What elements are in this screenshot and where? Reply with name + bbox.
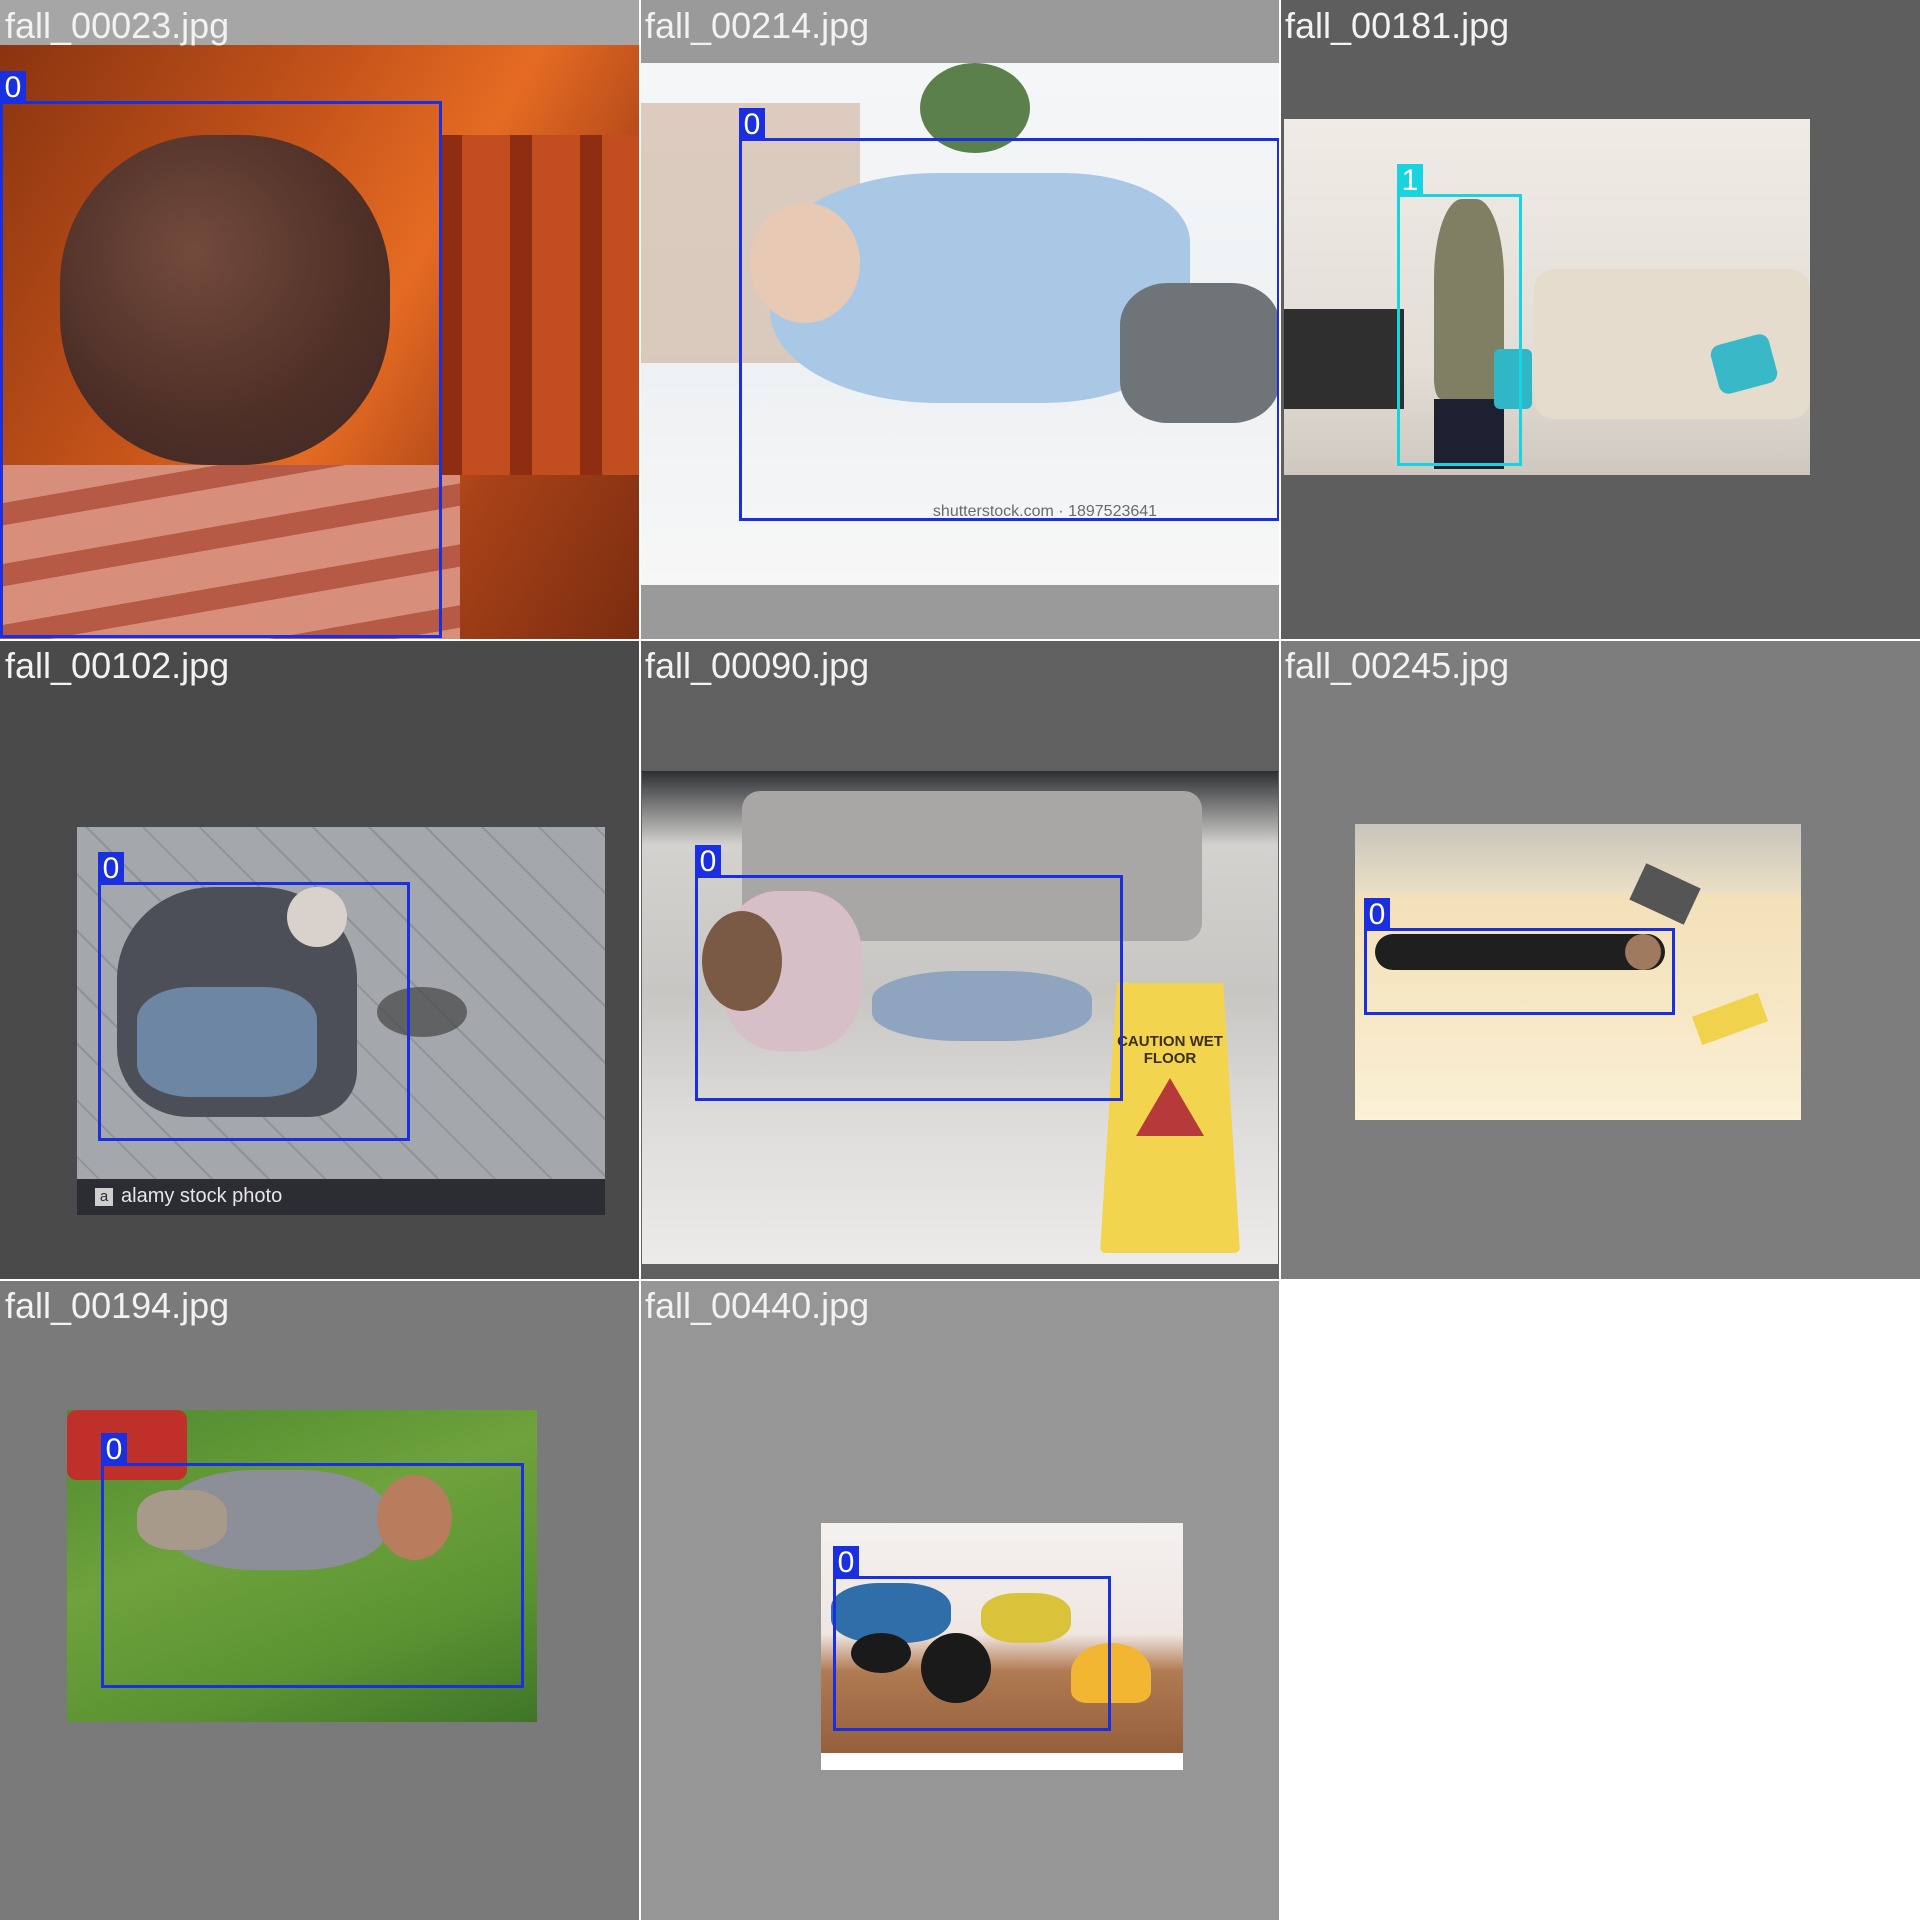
tile-8: fall_00440.jpg 0 bbox=[640, 1280, 1280, 1920]
warning-icon bbox=[1136, 1078, 1204, 1136]
tile-photo bbox=[1355, 824, 1801, 1120]
tile-1: fall_00023.jpg 0 bbox=[0, 0, 640, 640]
detection-box: 0 bbox=[833, 1546, 1111, 1731]
tile-photo bbox=[67, 1410, 537, 1722]
tile-filename: fall_00245.jpg bbox=[1285, 645, 1510, 686]
class-label: 1 bbox=[1397, 164, 1423, 197]
class-label: 0 bbox=[739, 108, 765, 141]
detection-box: 0 bbox=[739, 108, 1280, 521]
tile-photo bbox=[0, 45, 640, 640]
class-label: 0 bbox=[0, 71, 26, 104]
tile-photo: shutterstock.com · 1897523641 bbox=[640, 63, 1280, 585]
tile-filename: fall_00194.jpg bbox=[5, 1285, 230, 1326]
tile-filename: fall_00440.jpg bbox=[645, 1285, 870, 1326]
tile-filename: fall_00181.jpg bbox=[1285, 5, 1510, 46]
sign-text: CAUTION WET FLOOR bbox=[1117, 1033, 1223, 1067]
grid-divider bbox=[0, 639, 1920, 641]
class-label: 0 bbox=[101, 1433, 127, 1466]
detection-box: 0 bbox=[1364, 898, 1675, 1015]
tile-6: fall_00245.jpg 0 bbox=[1280, 640, 1920, 1280]
tile-filename: fall_00102.jpg bbox=[5, 645, 230, 686]
detection-box: 0 bbox=[98, 852, 410, 1141]
tile-4: fall_00102.jpg a alamy stock photo 0 bbox=[0, 640, 640, 1280]
tile-filename: fall_00090.jpg bbox=[645, 645, 870, 686]
tile-empty bbox=[1280, 1280, 1920, 1920]
tile-3: fall_00181.jpg 1 bbox=[1280, 0, 1920, 640]
class-label: 0 bbox=[1364, 898, 1390, 931]
alamy-logo-icon: a bbox=[95, 1188, 113, 1206]
class-label: 0 bbox=[695, 845, 721, 878]
detection-box: 0 bbox=[695, 845, 1123, 1101]
watermark-text: alamy stock photo bbox=[121, 1185, 283, 1207]
wet-floor-sign: CAUTION WET FLOOR bbox=[1100, 983, 1240, 1253]
tile-7: fall_00194.jpg 0 bbox=[0, 1280, 640, 1920]
grid-divider bbox=[639, 0, 641, 1920]
tile-photo bbox=[1284, 119, 1810, 475]
class-label: 0 bbox=[98, 852, 124, 885]
grid-divider bbox=[0, 1279, 1920, 1281]
detection-box: 0 bbox=[0, 71, 442, 638]
watermark-bar: a alamy stock photo bbox=[77, 1179, 605, 1215]
tile-filename: fall_00023.jpg bbox=[5, 5, 230, 46]
tile-2: fall_00214.jpg shutterstock.com · 189752… bbox=[640, 0, 1280, 640]
tile-photo: CAUTION WET FLOOR bbox=[642, 771, 1278, 1264]
tile-5: fall_00090.jpg CAUTION WET FLOOR 0 bbox=[640, 640, 1280, 1280]
class-label: 0 bbox=[833, 1546, 859, 1579]
tile-photo: a alamy stock photo bbox=[77, 827, 605, 1215]
detection-box: 0 bbox=[101, 1433, 524, 1688]
detection-box: 1 bbox=[1397, 164, 1522, 466]
grid-divider bbox=[1279, 0, 1281, 1920]
tile-filename: fall_00214.jpg bbox=[645, 5, 870, 46]
watermark-text: shutterstock.com · 1897523641 bbox=[932, 503, 1158, 520]
